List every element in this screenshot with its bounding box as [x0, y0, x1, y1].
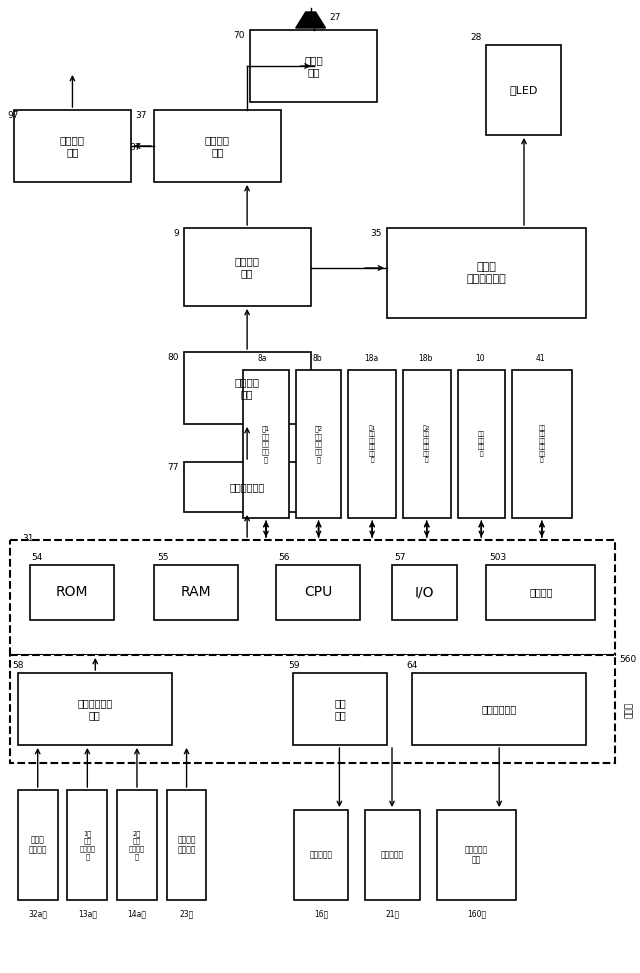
Text: 56: 56 [278, 553, 289, 562]
Bar [10, 655, 615, 763]
Bar [387, 228, 586, 318]
Text: 64: 64 [406, 661, 417, 670]
Bar [436, 810, 516, 900]
Polygon shape [296, 12, 326, 28]
Bar [10, 540, 615, 655]
Bar [296, 370, 341, 518]
Bar [348, 370, 396, 518]
Bar [458, 370, 505, 518]
Text: 払出力
基板: 払出力 基板 [304, 55, 323, 77]
Text: 第1
特別
図柄
表示
器: 第1 特別 図柄 表示 器 [262, 425, 270, 462]
Bar [18, 790, 58, 900]
Bar [30, 565, 114, 620]
Bar [486, 565, 595, 620]
Text: 9: 9 [173, 229, 179, 237]
Text: 80: 80 [167, 352, 179, 362]
Text: ランプ
ドライバ基板: ランプ ドライバ基板 [467, 262, 506, 284]
Bar [67, 790, 107, 900]
Text: RAM: RAM [180, 586, 211, 599]
Text: 28: 28 [470, 33, 481, 43]
Text: 払出情報
基板: 払出情報 基板 [60, 135, 85, 157]
Bar [154, 110, 281, 182]
Text: 560: 560 [620, 656, 637, 665]
Text: ターミナル
基板: ターミナル 基板 [465, 846, 488, 865]
Bar [184, 352, 310, 424]
Text: 14a～: 14a～ [127, 910, 147, 919]
Text: 58: 58 [12, 661, 24, 670]
Text: 23～: 23～ [179, 910, 194, 919]
Text: 27: 27 [330, 13, 341, 21]
Text: 160～: 160～ [467, 910, 486, 919]
Text: 情報出力回路: 情報出力回路 [481, 704, 516, 714]
Bar [117, 790, 157, 900]
Text: 77: 77 [167, 462, 179, 472]
Text: 37: 37 [129, 143, 141, 153]
Text: CPU: CPU [304, 586, 332, 599]
Text: カウント
スイッチ: カウント スイッチ [177, 835, 196, 854]
Text: 第2
特別
図柄
記憶
表示
器: 第2 特別 図柄 記憶 表示 器 [423, 425, 431, 463]
Text: 8a: 8a [257, 354, 267, 363]
Text: 普通
図柄
表示
器: 普通 図柄 表示 器 [477, 431, 485, 456]
Text: 54: 54 [32, 553, 43, 562]
Text: 16～: 16～ [314, 910, 328, 919]
Text: 日発制御基板: 日発制御基板 [230, 482, 265, 492]
Text: 10: 10 [476, 354, 485, 363]
Text: ROM: ROM [56, 586, 88, 599]
Text: 97: 97 [7, 111, 19, 120]
Text: 第2
特別
図柄
表示
器: 第2 特別 図柄 表示 器 [314, 425, 323, 462]
Bar [512, 370, 572, 518]
Text: ゲート
スイッチ: ゲート スイッチ [28, 835, 47, 854]
Bar [412, 673, 586, 745]
Bar [292, 673, 387, 745]
Text: 乱数回路: 乱数回路 [529, 588, 552, 597]
Text: 35: 35 [371, 229, 382, 237]
Text: 21～: 21～ [385, 910, 399, 919]
Text: ソレノイド: ソレノイド [381, 850, 404, 859]
Bar [154, 565, 238, 620]
Bar [18, 673, 172, 745]
Text: 演出制御
基板: 演出制御 基板 [235, 378, 260, 399]
Text: 主基板: 主基板 [625, 702, 634, 718]
Text: 2種
制御
スイッチ
枠: 2種 制御 スイッチ 枠 [129, 830, 145, 860]
Bar [14, 110, 131, 182]
Text: 55: 55 [157, 553, 168, 562]
Text: 8b: 8b [313, 354, 323, 363]
Text: 57: 57 [394, 553, 406, 562]
Text: 第1
特別
図柄
記憶
表示
器: 第1 特別 図柄 記憶 表示 器 [369, 425, 376, 463]
Text: 演出表示
基板: 演出表示 基板 [235, 256, 260, 278]
Bar [365, 810, 420, 900]
Text: 情報
表示
記憶
図柄
確定
枠: 情報 表示 記憶 図柄 確定 枠 [538, 425, 545, 463]
Text: 18a: 18a [364, 354, 378, 363]
Text: 32a～: 32a～ [28, 910, 47, 919]
Text: 入力ドライバ
回路: 入力ドライバ 回路 [77, 699, 113, 720]
Bar [184, 228, 310, 306]
Bar [167, 790, 207, 900]
Text: 1種
制御
スイッチ
枠: 1種 制御 スイッチ 枠 [79, 830, 95, 860]
Text: 出力
回路: 出力 回路 [334, 699, 346, 720]
Text: 59: 59 [288, 661, 300, 670]
Text: 31: 31 [22, 534, 33, 543]
Text: 70: 70 [234, 30, 245, 40]
Text: 払出制御
基板: 払出制御 基板 [205, 135, 230, 157]
Text: 13a～: 13a～ [78, 910, 97, 919]
Text: 18b: 18b [419, 354, 433, 363]
Bar [294, 810, 348, 900]
Text: 37: 37 [136, 111, 147, 120]
Bar [184, 462, 310, 512]
Bar [276, 565, 360, 620]
Text: I/O: I/O [415, 586, 434, 599]
Bar [250, 30, 377, 102]
Bar [243, 370, 289, 518]
Text: ソレノイド: ソレノイド [310, 850, 333, 859]
Text: 41: 41 [536, 354, 546, 363]
Bar [403, 370, 451, 518]
Text: 枠LED: 枠LED [509, 85, 538, 95]
Text: 503: 503 [489, 553, 506, 562]
Bar [392, 565, 456, 620]
Bar [486, 45, 561, 135]
